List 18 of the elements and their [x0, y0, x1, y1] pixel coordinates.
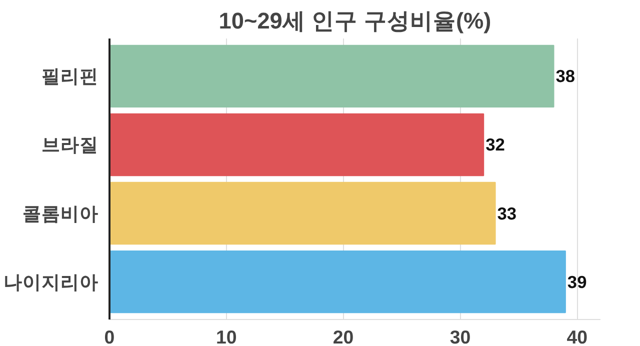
- bar: [110, 182, 496, 245]
- data-label: 32: [486, 134, 505, 155]
- y-tick-label: 나이지리아: [4, 271, 98, 292]
- x-tick-label: 30: [450, 326, 471, 346]
- y-tick-label: 브라질: [42, 134, 98, 156]
- bar: [110, 44, 554, 108]
- x-tick-label: 10: [216, 326, 237, 346]
- x-tick-label: 40: [566, 326, 588, 346]
- data-label: 39: [567, 272, 587, 292]
- y-tick-label: 콜롬비아: [22, 202, 98, 224]
- x-tick-label: 20: [332, 326, 354, 346]
- bar: [110, 250, 566, 314]
- bar: [110, 113, 484, 176]
- x-tick-label: 0: [104, 326, 115, 346]
- chart-title: 10~29세 인구 구성비율(%): [218, 8, 492, 34]
- data-label: 38: [556, 66, 576, 86]
- data-label: 33: [497, 203, 517, 224]
- y-tick-label: 필리핀: [42, 66, 98, 87]
